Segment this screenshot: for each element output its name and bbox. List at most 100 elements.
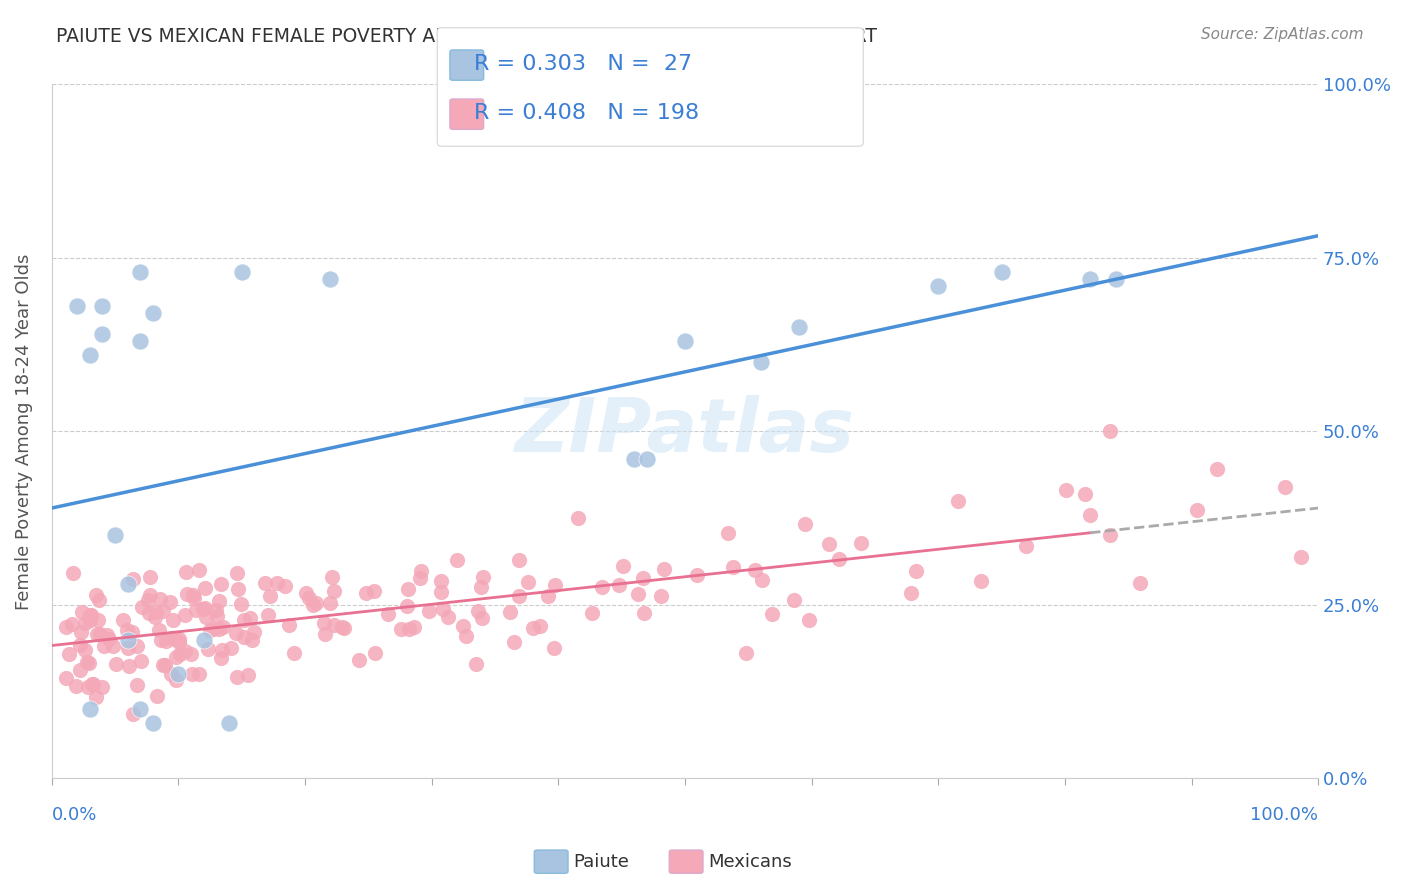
- Text: 100.0%: 100.0%: [1250, 805, 1319, 824]
- Text: Source: ZipAtlas.com: Source: ZipAtlas.com: [1201, 27, 1364, 42]
- Point: [195, 610, 218, 624]
- Point: [946, 493, 969, 508]
- Point: [927, 278, 949, 293]
- Point: [173, 608, 195, 623]
- Point: [591, 580, 613, 594]
- Point: [91, 327, 114, 342]
- Point: [162, 613, 184, 627]
- Point: [208, 593, 231, 607]
- Point: [165, 632, 187, 646]
- Point: [160, 666, 183, 681]
- Point: [391, 622, 413, 636]
- Point: [96, 628, 118, 642]
- Point: [239, 611, 262, 625]
- Point: [194, 581, 217, 595]
- Point: [650, 590, 672, 604]
- Point: [314, 626, 336, 640]
- Point: [1274, 480, 1296, 494]
- Point: [318, 596, 340, 610]
- Point: [970, 574, 993, 588]
- Point: [86, 626, 108, 640]
- Point: [537, 589, 560, 603]
- Point: [97, 632, 120, 647]
- Point: [631, 571, 654, 585]
- Point: [1014, 539, 1036, 553]
- Point: [69, 663, 91, 677]
- Point: [188, 563, 211, 577]
- Point: [86, 690, 108, 705]
- Point: [429, 585, 451, 599]
- Point: [91, 680, 114, 694]
- Point: [146, 690, 169, 704]
- Text: 0.0%: 0.0%: [52, 805, 97, 824]
- Point: [197, 642, 219, 657]
- Point: [165, 650, 187, 665]
- Point: [155, 634, 177, 648]
- Point: [221, 641, 243, 656]
- Point: [652, 562, 675, 576]
- Point: [139, 588, 162, 602]
- Point: [354, 586, 377, 600]
- Point: [612, 559, 634, 574]
- Point: [828, 551, 851, 566]
- Point: [55, 619, 77, 633]
- Point: [273, 579, 295, 593]
- Point: [60, 616, 83, 631]
- Y-axis label: Female Poverty Among 18-24 Year Olds: Female Poverty Among 18-24 Year Olds: [15, 253, 32, 609]
- Point: [193, 632, 215, 647]
- Text: ZIPatlas: ZIPatlas: [515, 395, 855, 468]
- Point: [69, 624, 91, 639]
- Point: [198, 623, 221, 637]
- Point: [121, 707, 143, 722]
- Point: [849, 536, 872, 550]
- Point: [236, 668, 259, 682]
- Point: [1073, 487, 1095, 501]
- Point: [723, 560, 745, 574]
- Point: [58, 647, 80, 661]
- Text: Paiute: Paiute: [574, 853, 630, 871]
- Point: [104, 657, 127, 671]
- Point: [744, 562, 766, 576]
- Point: [794, 517, 817, 532]
- Point: [396, 599, 419, 613]
- Point: [142, 306, 165, 320]
- Point: [193, 602, 215, 616]
- Point: [333, 621, 356, 635]
- Point: [129, 334, 152, 348]
- Point: [86, 613, 108, 627]
- Point: [160, 632, 183, 646]
- Point: [181, 588, 204, 602]
- Point: [233, 613, 256, 627]
- Point: [79, 608, 101, 623]
- Point: [330, 620, 353, 634]
- Point: [322, 617, 344, 632]
- Point: [225, 626, 247, 640]
- Point: [633, 606, 655, 620]
- Point: [751, 573, 773, 587]
- Point: [905, 564, 928, 578]
- Text: Mexicans: Mexicans: [709, 853, 793, 871]
- Point: [174, 644, 197, 658]
- Point: [686, 568, 709, 582]
- Point: [627, 587, 650, 601]
- Point: [467, 604, 489, 618]
- Point: [167, 635, 190, 649]
- Point: [314, 615, 336, 630]
- Point: [1078, 271, 1101, 285]
- Point: [75, 616, 97, 631]
- Point: [470, 580, 492, 594]
- Point: [418, 604, 440, 618]
- Point: [799, 613, 821, 627]
- Point: [79, 656, 101, 670]
- Point: [451, 619, 474, 633]
- Point: [66, 300, 89, 314]
- Point: [131, 600, 153, 615]
- Point: [169, 647, 191, 661]
- Point: [148, 623, 170, 637]
- Point: [79, 348, 101, 362]
- Point: [226, 670, 249, 684]
- Point: [82, 677, 104, 691]
- Point: [205, 608, 228, 623]
- Point: [91, 300, 114, 314]
- Point: [1078, 508, 1101, 522]
